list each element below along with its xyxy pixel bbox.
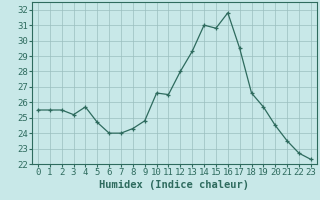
X-axis label: Humidex (Indice chaleur): Humidex (Indice chaleur) <box>100 180 249 190</box>
